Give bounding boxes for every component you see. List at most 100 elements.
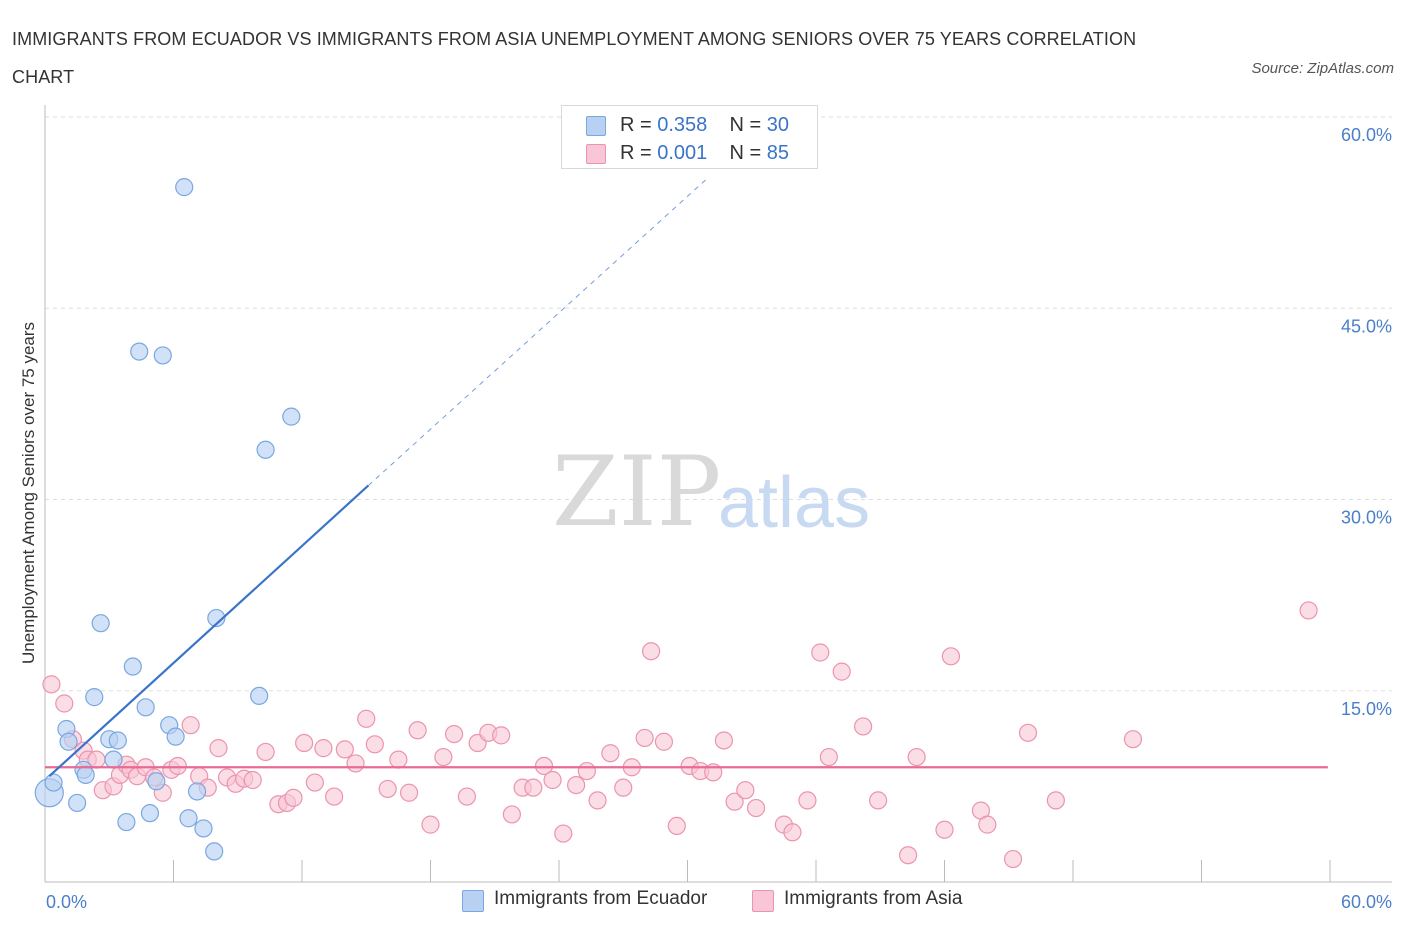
x-tick-label: 0.0% [46,892,87,912]
data-point-asia [256,742,275,762]
data-point-ecuador [85,688,104,707]
data-point-ecuador [59,732,78,751]
axes [44,105,1392,883]
data-point-ecuador [123,657,142,676]
data-point-ecuador [187,782,207,801]
legend-n-ecuador: 30 [766,114,790,136]
y-tick-labels: 15.0% 30.0% 45.0% 60.0% [1341,125,1392,719]
watermark-atlas: atlas [718,463,870,543]
bottom-legend-swatch-ecuador [462,890,484,912]
data-point-asia [783,823,802,842]
data-point-asia [444,724,464,744]
data-point-ecuador [44,773,63,792]
data-point-asia [209,739,228,758]
data-point-asia [534,756,554,776]
bottom-legend-label-asia: Immigrants from Asia [784,888,963,909]
data-point-ecuador [140,804,160,823]
data-point-asia [325,787,344,806]
data-point-ecuador [166,727,185,746]
data-point-ecuador [130,342,149,361]
data-point-asia [714,731,734,750]
data-point-asia [869,791,888,810]
legend-n-asia: 85 [766,142,790,164]
trend-line-ecuador-extension [368,176,710,486]
trend-lines [45,176,1328,777]
data-point-ecuador [205,842,224,861]
legend-r-label: R = [620,114,652,136]
y-axis-label: Unemployment Among Seniors over 75 years [19,322,38,664]
legend-swatch-asia [586,144,606,164]
data-point-asia [654,732,674,751]
y-tick-label: 15.0% [1341,699,1392,719]
data-point-asia [854,717,873,736]
data-point-asia [941,647,961,666]
data-point-asia [378,779,397,799]
data-point-asia [798,791,817,810]
source-label: Source: ZipAtlas.com [1251,60,1394,77]
data-point-asia [335,740,354,759]
data-point-ecuador [136,698,155,717]
data-point-ecuador [282,407,301,426]
data-point-ecuador [250,686,269,705]
data-point-asia [1003,849,1023,869]
watermark: ZIP atlas [552,436,870,548]
data-point-asia [524,778,543,797]
data-point-asia [434,747,453,767]
data-point-ecuador [194,819,213,838]
x-tick-labels: 0.0% 60.0% [46,892,1392,912]
y-tick-label: 45.0% [1341,316,1392,336]
data-point-asia [399,783,419,802]
data-point-asia [168,756,187,776]
watermark-zip: ZIP [552,436,721,548]
data-point-ecuador [76,765,95,785]
data-point-asia [832,662,851,681]
data-point-asia [1123,730,1143,749]
data-point-asia [614,778,633,797]
data-point-asia [357,709,376,728]
data-point-asia [457,787,477,806]
data-point-asia [408,721,427,740]
y-tick-label: 30.0% [1341,508,1392,528]
data-point-asia [567,775,586,795]
data-point-asia [55,694,74,713]
data-point-ecuador [256,440,275,459]
data-point-asia [935,820,954,839]
data-point-asia [314,739,333,758]
data-point-asia [978,815,997,834]
legend-swatch-ecuador [586,116,606,136]
legend-n-label: N = [729,142,762,164]
data-point-ecuador [91,614,110,633]
stats-legend: R = 0.358 N = 30 R = 0.001 N = 85 [561,105,818,169]
data-point-asia [181,716,200,735]
data-point-asia [492,726,511,745]
data-point-asia [577,761,596,781]
data-point-asia [42,675,61,694]
grid-lines [45,116,1392,692]
trend-line-ecuador [48,484,370,777]
data-point-asia [601,744,620,763]
bottom-legend-label-ecuador: Immigrants from Ecuador [494,888,708,909]
data-point-asia [898,846,918,865]
data-point-asia [295,733,314,753]
data-point-asia [305,773,324,792]
legend-n-label: N = [729,114,762,136]
data-point-asia [635,728,654,748]
data-point-ecuador [179,809,198,828]
bottom-legend-swatch-asia [752,890,774,912]
data-point-asia [588,791,607,810]
legend-r-ecuador: 0.358 [657,114,708,136]
data-point-asia [554,824,573,843]
x-tick-label: 60.0% [1341,892,1392,912]
data-point-ecuador [108,731,127,750]
data-point-ecuador [175,178,194,197]
data-point-asia [725,792,744,811]
data-point-asia [543,770,562,790]
data-point-ecuador [68,793,87,813]
series-asia [42,601,1318,869]
data-point-ecuador [153,346,172,365]
data-point-asia [1018,723,1038,742]
data-point-ecuador [117,812,136,832]
legend-r-asia: 0.001 [657,142,708,164]
data-point-asia [389,750,408,769]
data-point-asia [667,816,686,836]
